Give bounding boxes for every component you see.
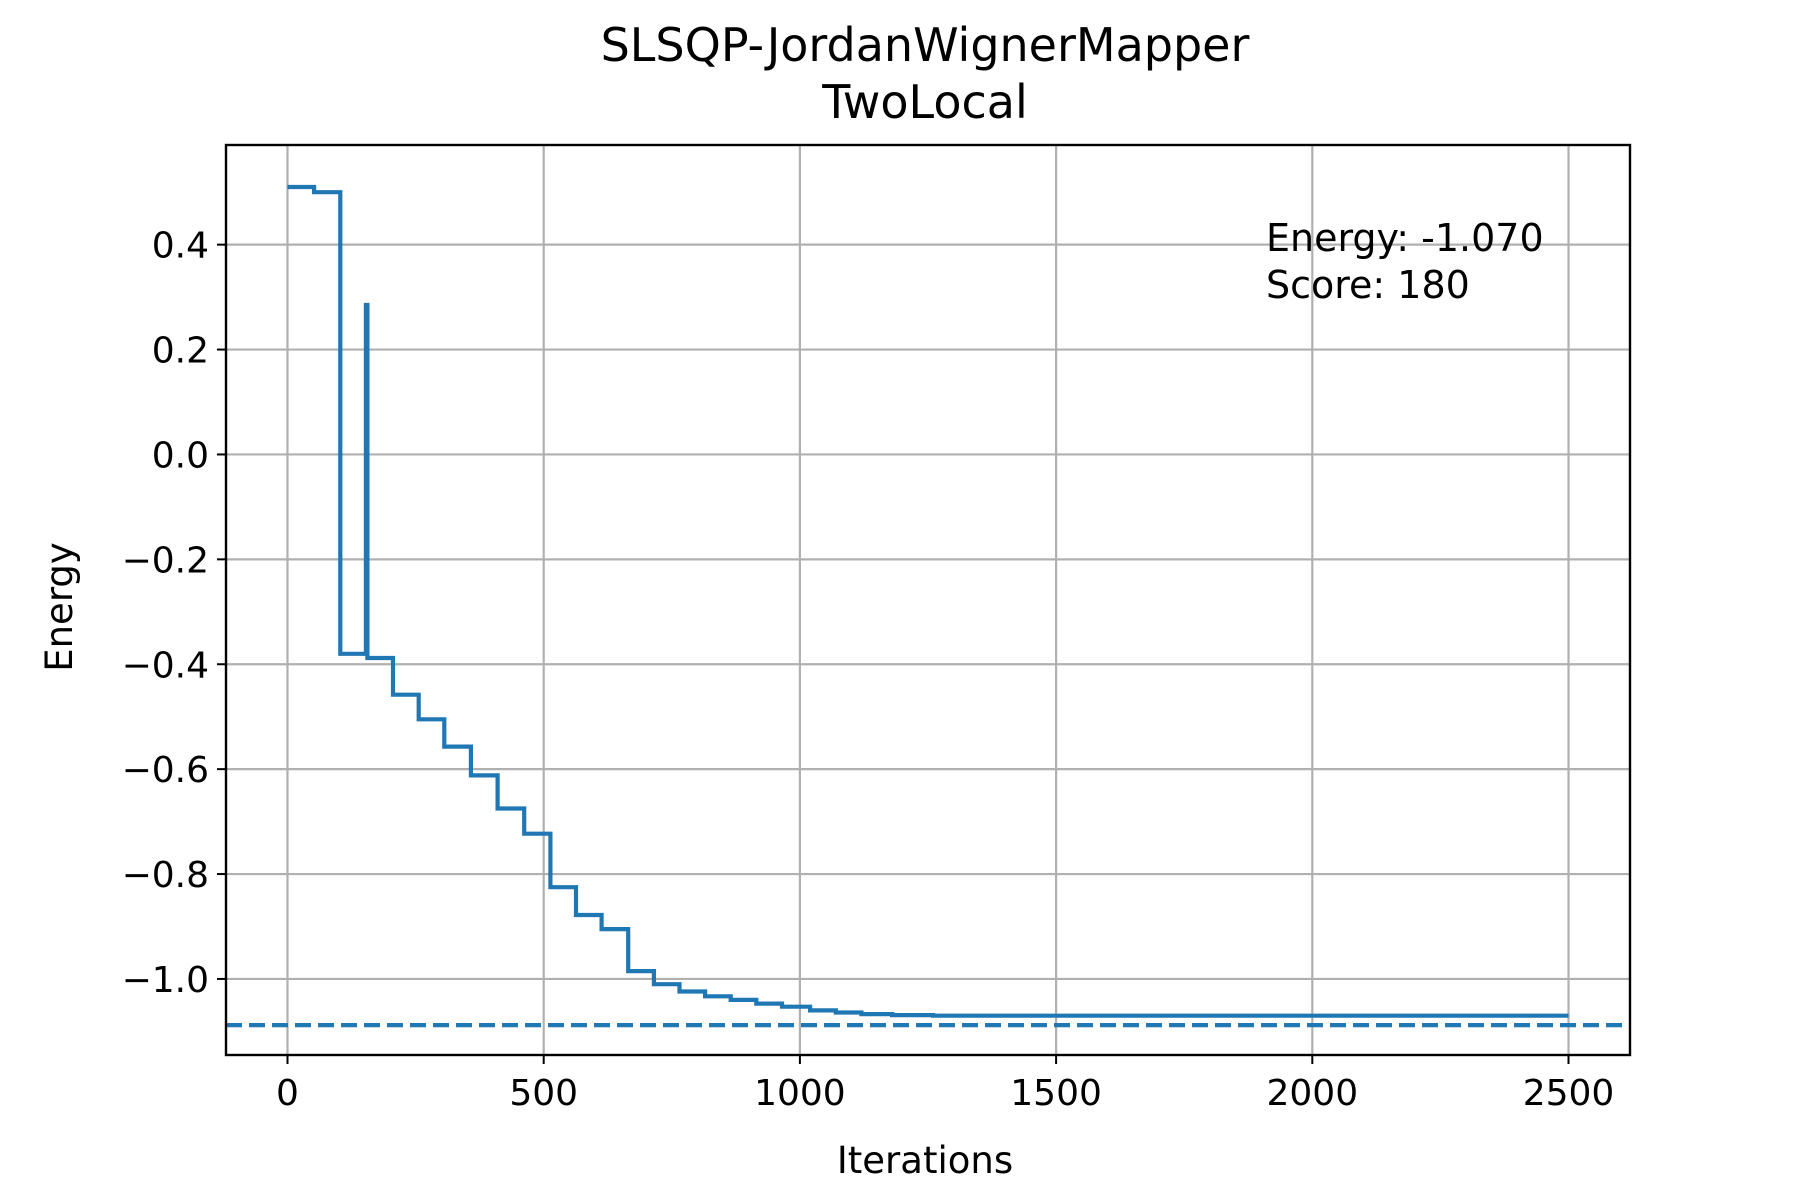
y-tick-label: 0.2	[152, 331, 209, 372]
x-axis-label: Iterations	[837, 1139, 1013, 1182]
y-tick-label: −0.6	[122, 750, 209, 791]
axis-ticks: 0 500 1000 1500 2000 2500 0.4 0.2 0.0 −0.2 −0.4 −0.…	[122, 226, 1615, 1114]
x-tick-label: 0	[276, 1073, 299, 1114]
y-tick-label: −0.8	[122, 855, 209, 896]
y-tick-label: 0.0	[152, 435, 209, 476]
annotation-score: Score: 180	[1266, 263, 1470, 307]
chart-title-line-1: SLSQP-JordanWignerMapper	[601, 18, 1250, 72]
y-axis-label: Energy	[38, 542, 81, 672]
x-tick-label: 2000	[1266, 1073, 1358, 1114]
x-tick-label: 2500	[1523, 1073, 1615, 1114]
annotation-energy: Energy: -1.070	[1266, 216, 1544, 260]
plot-series	[226, 184, 1630, 1028]
y-tick-label: 0.4	[152, 226, 209, 267]
x-tick-label: 1500	[1010, 1073, 1102, 1114]
y-tick-label: −0.2	[122, 540, 209, 581]
x-tick-label: 1000	[754, 1073, 846, 1114]
grid-lines	[226, 145, 1630, 1055]
energy-series-line	[287, 184, 1569, 1018]
y-tick-label: −1.0	[122, 960, 209, 1001]
chart-title-line-2: TwoLocal	[821, 75, 1027, 129]
plot-frame	[224, 143, 1632, 1057]
x-tick-label: 500	[509, 1073, 578, 1114]
y-tick-label: −0.4	[122, 645, 209, 686]
